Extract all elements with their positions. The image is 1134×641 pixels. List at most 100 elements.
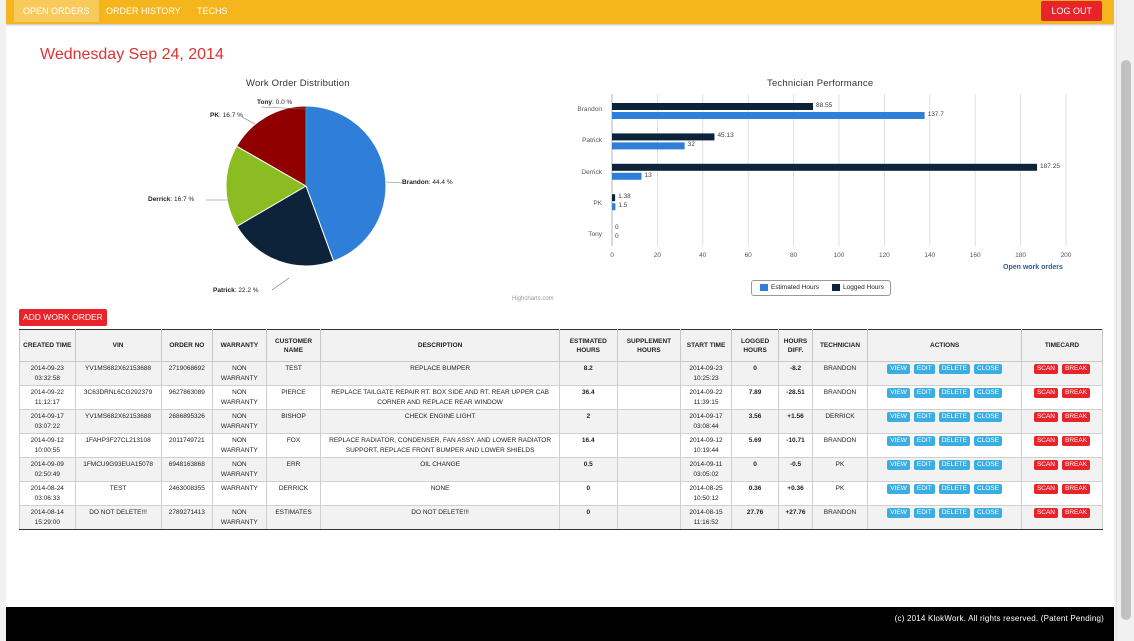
tab-order-history[interactable]: ORDER HISTORY	[106, 6, 181, 16]
scan-button[interactable]: SCAN	[1033, 388, 1058, 398]
cell-warranty: NON WARRANTY	[212, 457, 267, 482]
cell-logged-hours: 3.56	[730, 409, 780, 434]
cell-description: NONE	[320, 481, 560, 506]
view-button[interactable]: VIEW	[887, 484, 910, 494]
cell-start-time: 2014-08-25 10:50:12	[680, 481, 732, 506]
legend-estimated[interactable]: Estimated Hours	[760, 284, 819, 291]
close-button[interactable]: CLOSE	[973, 412, 1003, 422]
cell-start-time: 2014-08-15 11:16:52	[680, 505, 732, 530]
close-button[interactable]: CLOSE	[973, 388, 1003, 398]
break-button[interactable]: BREAK	[1062, 388, 1091, 398]
close-button[interactable]: CLOSE	[973, 508, 1003, 518]
cell-order-no: 2463008355	[160, 481, 214, 506]
scan-button[interactable]: SCAN	[1033, 508, 1058, 518]
edit-button[interactable]: EDIT	[913, 484, 935, 494]
cell-description: REPLACE BUMPER	[320, 361, 560, 386]
close-button[interactable]: CLOSE	[973, 460, 1003, 470]
pie-slice-patrick[interactable]	[236, 185, 335, 267]
pie-slice-pk[interactable]	[235, 105, 307, 187]
delete-button[interactable]: DELETE	[938, 460, 970, 470]
delete-button[interactable]: DELETE	[938, 412, 970, 422]
x-tick-label: 60	[744, 252, 752, 259]
scan-button[interactable]: SCAN	[1033, 364, 1058, 374]
col-order-no[interactable]: ORDER NO	[160, 329, 214, 362]
view-button[interactable]: VIEW	[887, 364, 910, 374]
close-button[interactable]: CLOSE	[973, 436, 1003, 446]
view-button[interactable]: VIEW	[887, 436, 910, 446]
break-button[interactable]: BREAK	[1062, 460, 1091, 470]
break-button[interactable]: BREAK	[1062, 436, 1091, 446]
cell-vin: YV1MS682X62153688	[74, 409, 162, 434]
col-vin[interactable]: VIN	[74, 329, 162, 362]
close-button[interactable]: CLOSE	[973, 484, 1003, 494]
close-button[interactable]: CLOSE	[973, 364, 1003, 374]
bar-estimated-hours[interactable]	[612, 172, 642, 180]
delete-button[interactable]: DELETE	[938, 508, 970, 518]
col-created-time[interactable]: CREATED TIME	[19, 329, 76, 362]
cell-customer-name: ESTIMATES	[265, 505, 322, 530]
pie-slice-derrick[interactable]	[225, 145, 307, 227]
scan-button[interactable]: SCAN	[1033, 436, 1058, 446]
col-supplement-hours[interactable]: SUPPLEMENT HOURS	[616, 329, 682, 362]
bar-logged-hours[interactable]	[612, 103, 814, 110]
cell-estimated-hours: 16.4	[558, 433, 618, 458]
tab-open-orders[interactable]: OPEN ORDERS	[14, 0, 99, 22]
cell-timecard: SCAN BREAK	[1020, 505, 1104, 530]
col-description[interactable]: DESCRIPTION	[320, 329, 560, 362]
edit-button[interactable]: EDIT	[913, 460, 935, 470]
cell-order-no: 2011749721	[160, 433, 214, 458]
edit-button[interactable]: EDIT	[913, 508, 935, 518]
edit-button[interactable]: EDIT	[913, 364, 935, 374]
bar-logged-hours[interactable]	[612, 163, 1038, 171]
bar-logged-hours[interactable]	[612, 194, 616, 202]
scan-button[interactable]: SCAN	[1033, 460, 1058, 470]
bar-value-label: 13	[644, 171, 652, 179]
page-scrollbar[interactable]	[1116, 0, 1134, 641]
delete-button[interactable]: DELETE	[938, 484, 970, 494]
col-logged-hours[interactable]: LOGGED HOURS	[730, 329, 780, 362]
scan-button[interactable]: SCAN	[1033, 412, 1058, 422]
legend-logged[interactable]: Logged Hours	[832, 284, 884, 291]
col-customer-name[interactable]: CUSTOMER NAME	[265, 329, 322, 362]
delete-button[interactable]: DELETE	[938, 364, 970, 374]
scrollbar-thumb[interactable]	[1121, 60, 1131, 620]
pie-slice-brandon[interactable]	[305, 105, 387, 262]
break-button[interactable]: BREAK	[1062, 484, 1091, 494]
delete-button[interactable]: DELETE	[938, 388, 970, 398]
view-button[interactable]: VIEW	[887, 388, 910, 398]
col-timecard: TIMECARD	[1020, 329, 1104, 362]
tab-techs[interactable]: TECHS	[197, 6, 228, 16]
col-technician[interactable]: TECHNICIAN	[811, 329, 869, 362]
cell-timecard: SCAN BREAK	[1020, 409, 1104, 434]
view-button[interactable]: VIEW	[887, 508, 910, 518]
break-button[interactable]: BREAK	[1062, 508, 1091, 518]
cell-description: CHECK ENGINE LIGHT	[320, 409, 560, 434]
bar-estimated-hours[interactable]	[612, 203, 616, 211]
delete-button[interactable]: DELETE	[938, 436, 970, 446]
break-button[interactable]: BREAK	[1062, 412, 1091, 422]
view-button[interactable]: VIEW	[887, 460, 910, 470]
bar-estimated-hours[interactable]	[612, 142, 685, 150]
cell-technician: PK	[811, 481, 869, 506]
cell-order-no: 9627863089	[160, 385, 214, 410]
cell-supplement-hours	[616, 409, 682, 434]
break-button[interactable]: BREAK	[1062, 364, 1091, 374]
scan-button[interactable]: SCAN	[1033, 484, 1058, 494]
col-warranty[interactable]: WARRANTY	[212, 329, 267, 362]
edit-button[interactable]: EDIT	[913, 436, 935, 446]
col-hours-diff[interactable]: HOURS DIFF.	[778, 329, 813, 362]
cell-created-time: 2014-08-24 03:06:33	[19, 481, 76, 506]
chart-credits[interactable]: Highcharts.com	[512, 296, 554, 302]
logout-button[interactable]: LOG OUT	[1041, 1, 1102, 21]
add-work-order-button[interactable]: ADD WORK ORDER	[19, 309, 107, 326]
col-start-time[interactable]: START TIME	[680, 329, 732, 362]
edit-button[interactable]: EDIT	[913, 412, 935, 422]
edit-button[interactable]: EDIT	[913, 388, 935, 398]
cell-warranty: NON WARRANTY	[212, 433, 267, 458]
cell-supplement-hours	[616, 361, 682, 386]
bar-logged-hours[interactable]	[612, 133, 715, 141]
bar-estimated-hours[interactable]	[612, 112, 925, 119]
open-work-orders-link[interactable]: Open work orders	[1003, 264, 1063, 271]
view-button[interactable]: VIEW	[887, 412, 910, 422]
col-estimated-hours[interactable]: ESTIMATED HOURS	[558, 329, 618, 362]
